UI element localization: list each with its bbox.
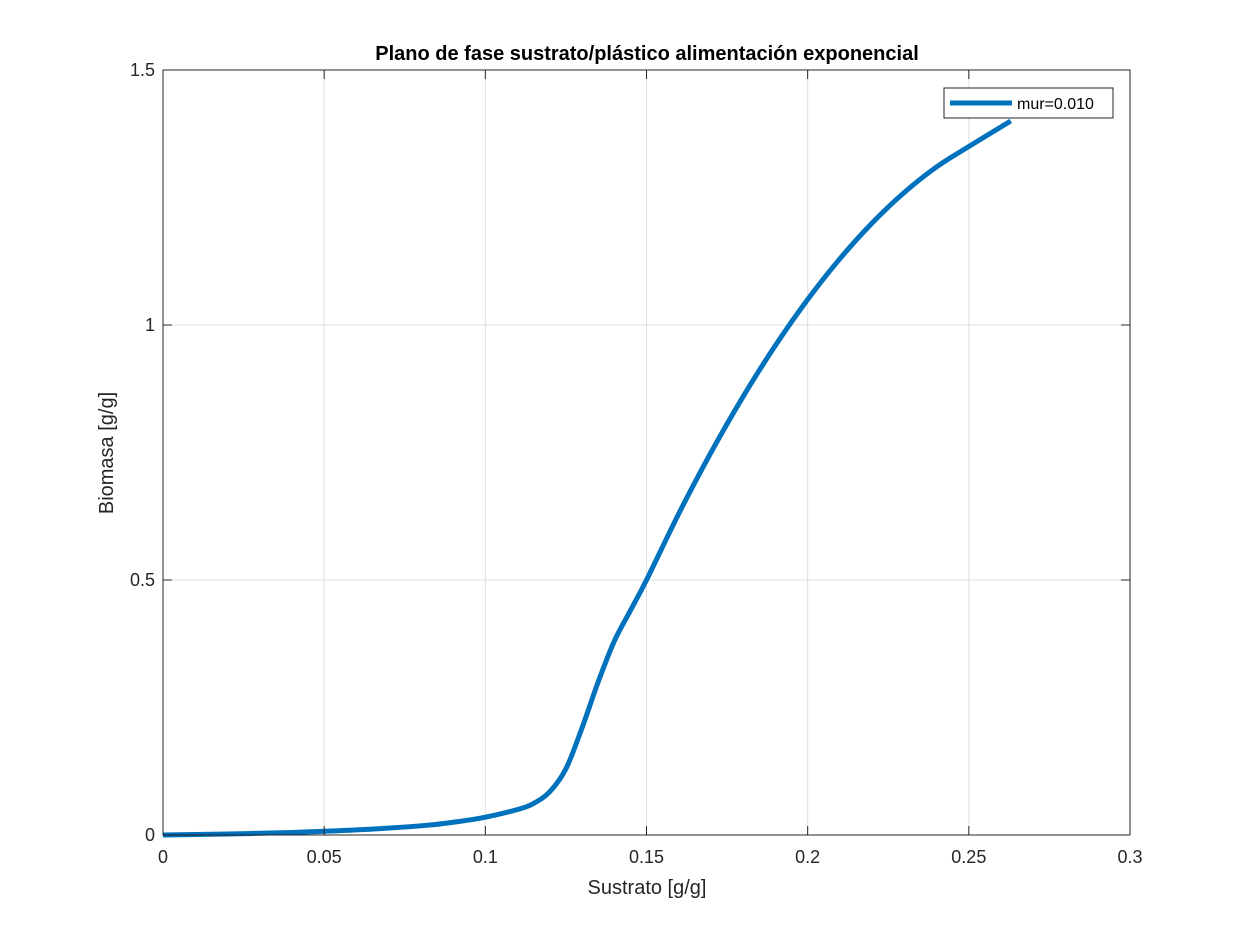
x-tick-label: 0.15 [629,847,664,867]
y-tick-label: 1.5 [130,60,155,80]
y-tick-label: 1 [145,315,155,335]
y-tick-label: 0 [145,825,155,845]
x-tick-label: 0.3 [1117,847,1142,867]
legend-label-mur: mur=0.010 [1017,96,1094,113]
y-axis-label: Biomasa [g/g] [96,392,118,514]
x-axis-label: Sustrato [g/g] [588,877,707,899]
y-tick-label: 0.5 [130,570,155,590]
legend[interactable]: mur=0.010 [943,87,1114,119]
x-tick-label: 0.2 [795,847,820,867]
x-tick-label: 0.25 [951,847,986,867]
x-tick-label: 0.05 [307,847,342,867]
x-tick-label: 0 [158,847,168,867]
x-tick-label: 0.1 [473,847,498,867]
series-layer [162,118,1013,838]
axis-ticks: 0 0.05 0.1 0.15 0.2 0.25 0.3 0 0.5 1 1.5 [130,60,1143,867]
series-line-mur [162,118,1013,838]
chart-title: Plano de fase sustrato/plástico alimenta… [375,43,919,65]
